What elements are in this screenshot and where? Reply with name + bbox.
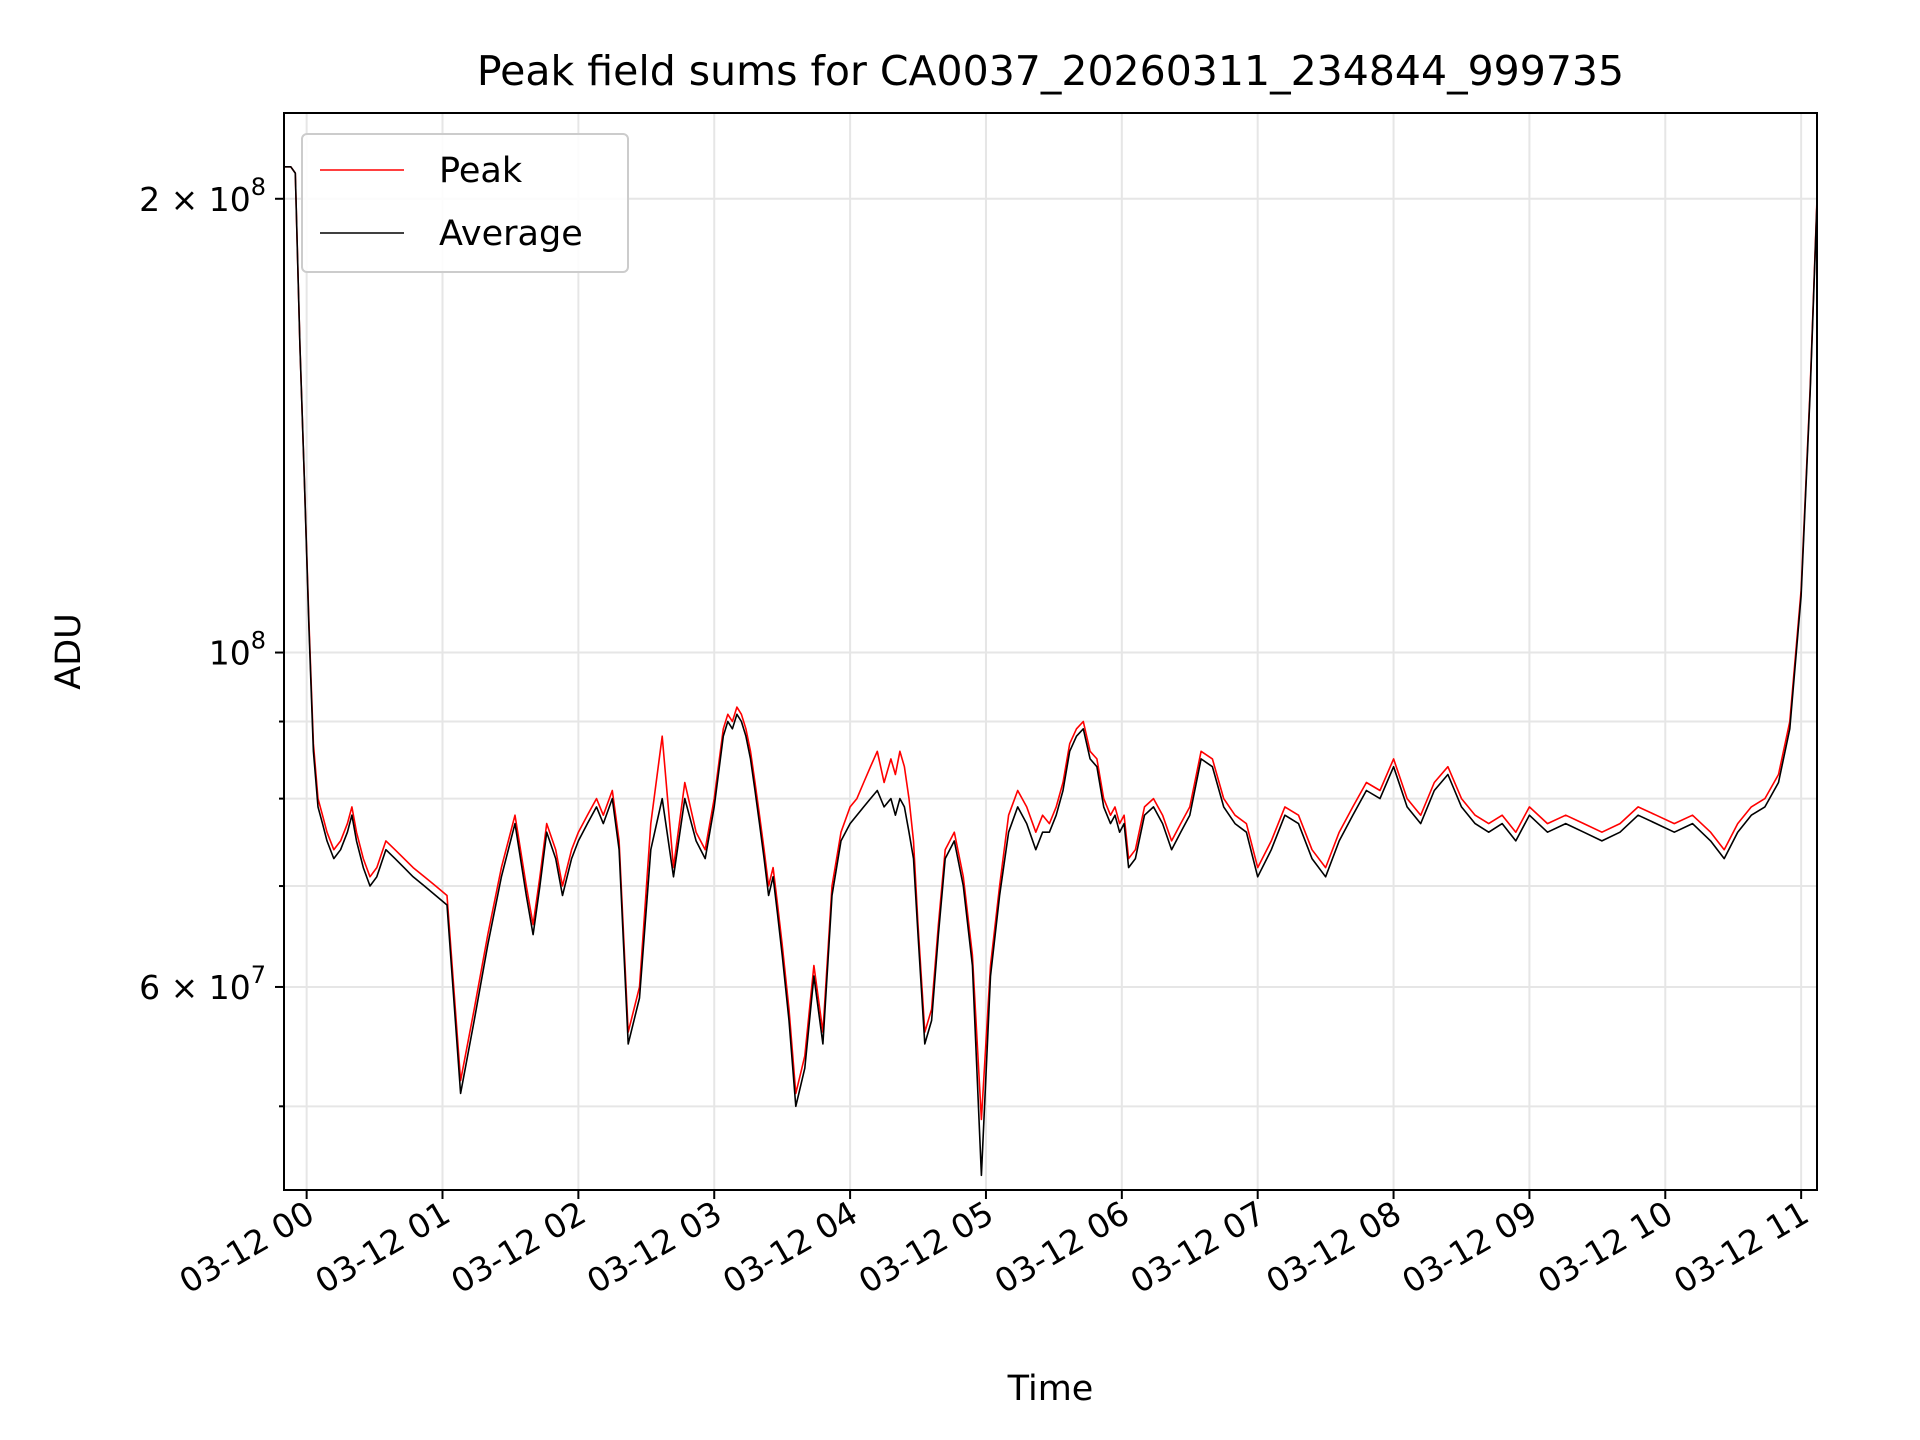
y-tick-label: 108 [209,627,266,673]
chart-title: Peak field sums for CA0037_20260311_2348… [477,47,1624,95]
y-tick-label: 6 × 107 [139,961,266,1007]
plot-frame [283,112,1818,1191]
legend-box [301,133,629,273]
x-axis-title: Time [1007,1369,1094,1409]
grid-layer [284,113,1817,1190]
legend-average-label: Average [439,214,583,254]
y-axis-title: ADU [49,613,89,690]
legend-peak-label: Peak [439,151,523,191]
series-layer [284,166,1818,1177]
legend: Peak Average [301,133,629,273]
series-line-peak [284,166,1818,1121]
series-line-average [284,166,1818,1177]
y-tick-label: 2 × 108 [139,173,266,219]
